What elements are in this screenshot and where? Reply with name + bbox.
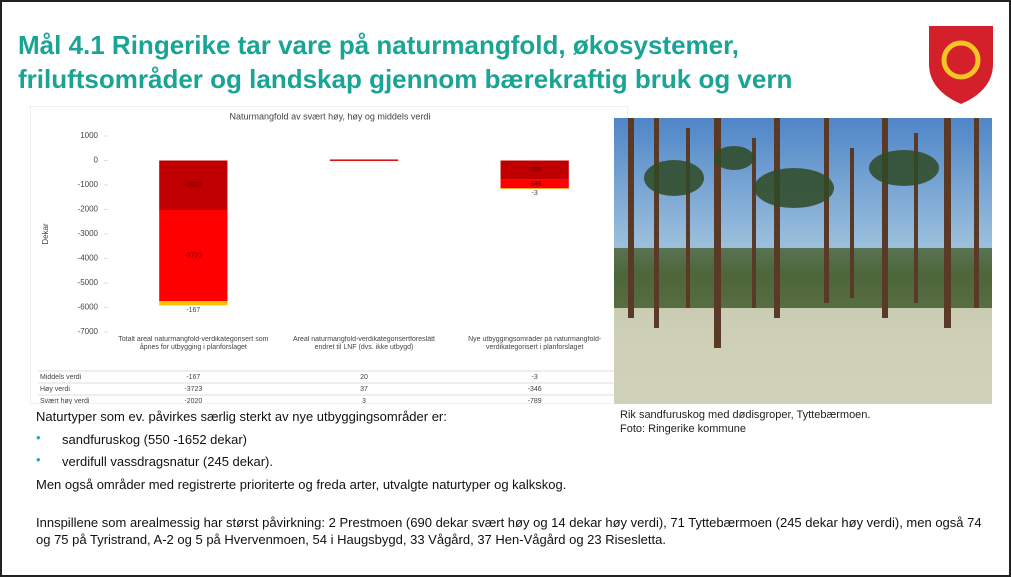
bullet-dot: • (36, 430, 41, 445)
photo-caption: Rik sandfuruskog med dødisgroper, Tytteb… (620, 408, 870, 422)
table-cell: -3 (532, 374, 538, 381)
table-cell: 20 (360, 374, 368, 381)
category-box: Nye utbyggingsområder på naturmangfold-v… (455, 336, 614, 372)
chart: Naturmangfold av svært høy, høy og midde… (30, 106, 628, 404)
y-tick-label: -1000 (78, 180, 99, 189)
y-tick-label: -3000 (78, 229, 99, 238)
bar-segment (159, 301, 227, 305)
data-label: -167 (186, 307, 200, 314)
table-cell: -167 (186, 374, 200, 381)
category-box: Totalt areal naturmangfold-verdikategori… (114, 336, 273, 372)
logo (926, 24, 996, 106)
bar-segment (330, 160, 398, 161)
table-cell: 37 (360, 386, 368, 393)
photo (614, 118, 992, 404)
y-tick-label: 1000 (80, 131, 98, 140)
category-box: Areal naturmangfold-verdikategorisertfor… (285, 336, 444, 372)
data-label: -346 (528, 181, 542, 188)
x-tick-label: Nye utbyggingsområder på naturmangfold-v… (455, 336, 614, 352)
bar-segment (501, 188, 569, 189)
photo-credit: Foto: Ringerike kommune (620, 422, 746, 436)
table-row-label: Høy verdi (40, 386, 70, 393)
table-row-label: Svært høy verdi (40, 398, 90, 404)
y-tick-label: -7000 (78, 327, 99, 336)
x-tick-label: Areal naturmangfold-verdikategorisertfor… (285, 336, 444, 352)
slide: Mål 4.1 Ringerike tar vare på naturmangf… (0, 0, 1011, 577)
y-axis-title: Dekar (41, 223, 50, 245)
slide-title: Mål 4.1 Ringerike tar vare på naturmangf… (18, 28, 908, 96)
data-label: -789 (528, 167, 542, 174)
intro-text: Naturtyper som ev. påvirkes særlig sterk… (36, 408, 447, 425)
table-cell: -2020 (184, 398, 202, 404)
y-tick-label: -2000 (78, 205, 99, 214)
bullet-dot: • (36, 452, 41, 467)
table-row-label: Middels verdi (40, 374, 82, 381)
chart-title: Naturmangfold av svært høy, høy og midde… (230, 111, 431, 121)
data-label: -2020 (184, 182, 202, 189)
x-tick-label: Totalt areal naturmangfold-verdikategori… (114, 336, 273, 352)
y-tick-label: 0 (94, 156, 99, 165)
y-tick-label: -6000 (78, 303, 99, 312)
data-label: -3723 (184, 252, 202, 259)
bullet: sandfuruskog (550 -1652 dekar) (62, 432, 247, 447)
y-tick-label: -4000 (78, 254, 99, 263)
table-cell: -3723 (184, 386, 202, 393)
bar-segment (330, 160, 398, 161)
y-tick-label: -5000 (78, 278, 99, 287)
table-cell: -346 (528, 386, 542, 393)
table-cell: -789 (528, 398, 542, 404)
data-label: -3 (532, 190, 538, 197)
body-text: Innspillene som arealmessig har størst p… (36, 514, 986, 548)
bar-segment (330, 159, 398, 160)
body-text: Men også områder med registrerte priorit… (36, 476, 566, 493)
bullet: verdifull vassdragsnatur (245 dekar). (62, 454, 273, 469)
table-cell: 3 (362, 398, 366, 404)
